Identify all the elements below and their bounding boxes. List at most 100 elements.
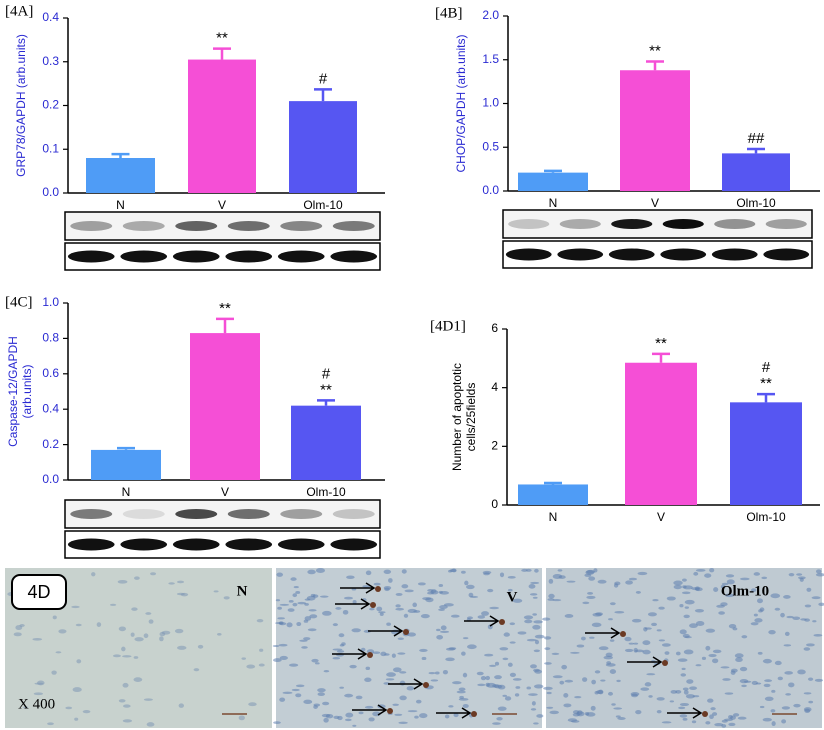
nucleus	[289, 663, 299, 667]
x-tick-label: V	[221, 485, 229, 499]
nucleus	[365, 570, 372, 576]
nucleus	[365, 666, 371, 671]
nucleus	[278, 621, 284, 625]
nucleus	[489, 664, 497, 667]
nucleus	[640, 687, 650, 691]
nucleus	[548, 593, 555, 599]
nucleus	[303, 637, 311, 641]
nucleus	[515, 686, 521, 689]
nucleus	[407, 710, 418, 713]
nucleus	[481, 611, 490, 616]
nucleus	[436, 635, 444, 640]
nucleus	[609, 639, 615, 642]
nucleus	[603, 655, 613, 660]
x-tick-label: Olm-10	[303, 198, 343, 212]
nucleus	[307, 569, 316, 575]
nucleus	[345, 712, 354, 718]
nucleus	[398, 721, 408, 724]
nucleus	[566, 580, 576, 583]
significance-mark: **	[655, 335, 667, 352]
nucleus	[591, 679, 596, 685]
nucleus	[532, 624, 541, 630]
x-tick-label: V	[657, 510, 665, 524]
blot-band	[557, 248, 604, 261]
nucleus	[485, 675, 491, 681]
nucleus	[608, 691, 613, 696]
nucleus	[720, 584, 726, 589]
y-axis-label: Number of apoptotic	[450, 363, 464, 471]
nucleus	[130, 632, 135, 637]
nucleus	[721, 582, 729, 586]
nucleus	[735, 657, 743, 663]
nucleus	[528, 584, 536, 589]
nucleus	[388, 578, 393, 583]
nucleus	[217, 632, 222, 636]
nucleus	[762, 717, 772, 722]
nucleus	[588, 576, 596, 581]
nucleus	[764, 679, 773, 683]
nucleus	[701, 656, 707, 660]
x-tick-label: N	[549, 196, 558, 210]
nucleus	[256, 618, 264, 623]
nucleus	[308, 609, 317, 612]
nucleus	[644, 627, 652, 630]
significance-mark: #	[322, 365, 331, 382]
blot-band	[763, 248, 810, 261]
nucleus	[476, 671, 484, 676]
nucleus	[438, 608, 445, 611]
nucleus	[544, 647, 551, 651]
nucleus	[709, 567, 715, 573]
nucleus	[635, 591, 641, 594]
nucleus	[72, 687, 82, 693]
error-bar	[111, 152, 130, 158]
nucleus	[335, 607, 342, 610]
nucleus	[74, 717, 79, 721]
nucleus	[771, 689, 776, 693]
nucleus	[121, 646, 126, 652]
nucleus	[497, 706, 507, 711]
panel-label: [4D1]	[430, 318, 466, 334]
nucleus	[587, 592, 594, 595]
nucleus	[739, 679, 749, 684]
nucleus	[785, 693, 791, 696]
nucleus	[379, 612, 384, 616]
nucleus	[682, 585, 687, 589]
nucleus	[682, 633, 690, 638]
nucleus	[436, 628, 441, 632]
nucleus	[521, 568, 528, 572]
nucleus	[456, 690, 466, 694]
nucleus	[419, 648, 428, 652]
nucleus	[397, 652, 406, 655]
nucleus	[450, 614, 460, 618]
nucleus	[762, 658, 772, 664]
nucleus	[814, 678, 823, 682]
nucleus	[811, 596, 821, 600]
nucleus	[384, 587, 390, 592]
nucleus	[458, 687, 466, 692]
nucleus	[530, 708, 537, 711]
nucleus	[415, 699, 422, 704]
nucleus	[718, 611, 725, 615]
error-bar	[544, 481, 562, 485]
nucleus	[477, 615, 486, 619]
nucleus	[739, 577, 750, 581]
nucleus	[613, 707, 623, 710]
bar	[518, 484, 588, 505]
nucleus	[751, 680, 758, 685]
bar	[518, 172, 588, 191]
panel-label: [4C]	[5, 294, 33, 310]
nucleus	[815, 569, 822, 574]
nucleus	[75, 623, 82, 627]
nucleus	[440, 625, 447, 631]
nucleus	[487, 588, 494, 593]
nucleus	[401, 584, 409, 589]
nucleus	[193, 668, 200, 672]
nucleus	[496, 717, 503, 721]
nucleus	[684, 599, 695, 605]
nucleus	[315, 662, 320, 665]
nucleus	[507, 588, 513, 592]
nucleus	[534, 639, 540, 645]
nucleus	[780, 612, 785, 618]
nucleus	[586, 569, 596, 574]
nucleus	[282, 691, 293, 695]
